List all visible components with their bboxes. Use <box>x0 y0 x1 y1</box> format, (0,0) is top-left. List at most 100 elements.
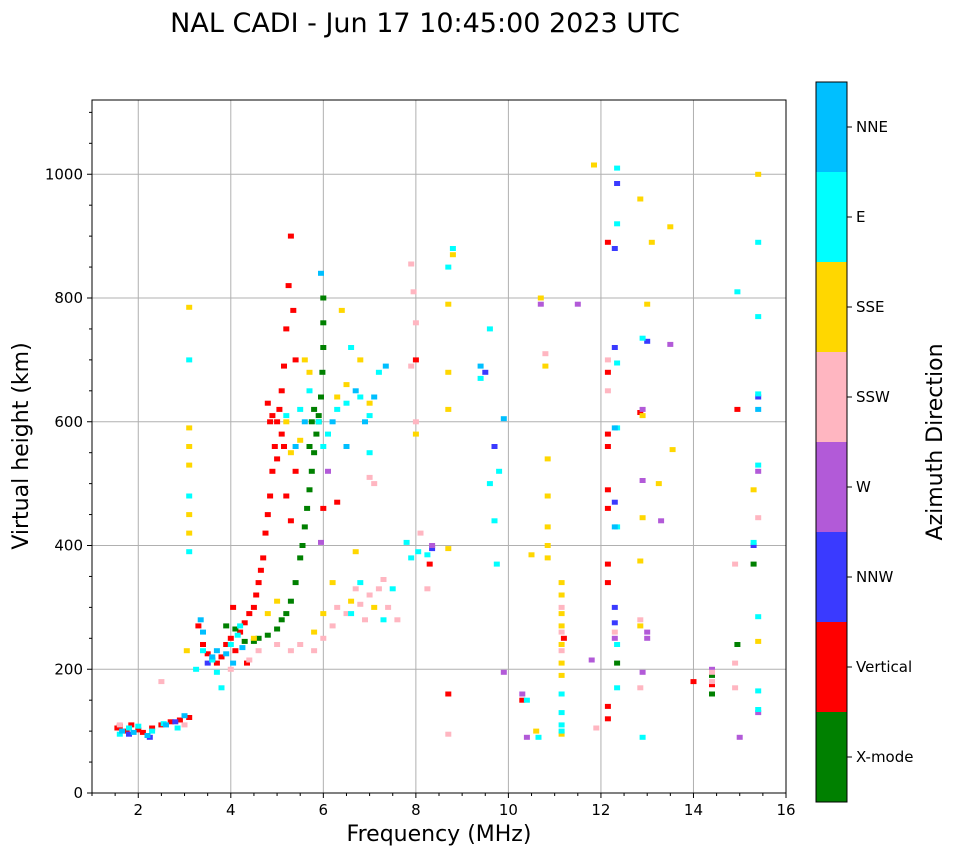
data-point-x-mode <box>241 638 248 644</box>
data-point-nne <box>197 617 204 623</box>
data-point-e <box>424 552 431 558</box>
data-point-sse <box>528 552 535 558</box>
data-point-e <box>639 734 646 740</box>
data-point-w <box>325 468 331 474</box>
data-point-e <box>477 375 484 381</box>
data-point-ssw <box>732 685 739 691</box>
data-point-sse <box>283 419 290 425</box>
data-point-nne <box>119 728 126 734</box>
data-point-sse <box>558 642 565 647</box>
data-point-e <box>523 697 530 703</box>
data-point-sse <box>544 555 551 561</box>
data-point-vertical <box>223 642 230 647</box>
data-point-sse <box>669 447 676 453</box>
data-point-sse <box>287 450 294 456</box>
data-point-e <box>174 725 181 731</box>
data-point-vertical <box>257 567 264 573</box>
x-tick-label: 8 <box>411 801 421 819</box>
data-point-e <box>227 642 234 647</box>
data-point-sse <box>357 357 364 363</box>
data-point-ssw <box>408 363 415 369</box>
data-point-vertical <box>260 555 267 561</box>
data-point-x-mode <box>306 487 313 493</box>
data-point-vertical <box>218 654 225 660</box>
x-tick-label: 6 <box>319 801 329 819</box>
data-point-nne <box>318 270 324 276</box>
data-point-vertical <box>276 406 283 412</box>
data-point-vertical <box>176 717 183 723</box>
data-point-e <box>403 539 410 545</box>
data-point-e <box>209 657 216 663</box>
y-tick-label: 400 <box>54 537 83 555</box>
data-point-ssw <box>158 679 165 685</box>
data-point-vertical <box>204 651 211 657</box>
data-point-e <box>135 723 142 729</box>
data-point-sse <box>533 728 540 734</box>
data-point-x-mode <box>278 617 285 623</box>
y-axis-label: Virtual height (km) <box>9 342 34 549</box>
data-point-nne <box>200 629 206 635</box>
data-point-sse <box>537 295 544 301</box>
data-point-e <box>237 623 244 629</box>
colorbar-swatch <box>816 352 847 442</box>
colorbar: X-mode Vertical NNW W SSW SSE E NNE <box>815 81 913 803</box>
colorbar-tick-label: SSE <box>856 298 885 316</box>
data-point-vertical <box>604 487 611 493</box>
data-point-nnw <box>611 345 618 350</box>
data-point-vertical <box>250 604 257 610</box>
data-point-sse <box>371 604 378 610</box>
data-point-sse <box>306 369 313 375</box>
colorbar-swatch <box>816 82 847 172</box>
data-point-x-mode <box>232 626 239 632</box>
data-point-ssw <box>343 611 350 617</box>
data-point-sse <box>445 301 452 307</box>
x-tick-label: 2 <box>133 801 143 819</box>
data-point-vertical <box>246 611 253 617</box>
y-tick-label: 1000 <box>45 165 83 183</box>
data-point-sse <box>648 239 655 245</box>
data-point-sse <box>558 672 565 678</box>
colorbar-tick-label: SSW <box>856 388 890 406</box>
data-point-x-mode <box>306 444 313 449</box>
data-point-nnw <box>614 181 621 186</box>
data-point-sse <box>544 493 551 499</box>
data-point-vertical <box>519 697 526 703</box>
data-point-e <box>218 685 225 691</box>
data-point-x-mode <box>313 431 320 437</box>
data-point-nne <box>230 660 237 666</box>
data-point-vertical <box>290 307 297 313</box>
data-point-nne <box>611 524 618 530</box>
data-point-ssw <box>637 617 644 623</box>
data-point-sse <box>338 307 345 313</box>
data-point-e <box>734 289 741 295</box>
data-point-w <box>644 629 651 635</box>
data-point-nne <box>371 394 378 400</box>
data-point-vertical <box>426 561 433 567</box>
data-point-ssw <box>408 261 415 267</box>
data-point-ssw <box>311 648 318 654</box>
data-point-ssw <box>375 586 382 592</box>
data-point-nne <box>755 406 762 412</box>
data-point-x-mode <box>320 345 327 350</box>
data-point-x-mode <box>299 543 306 548</box>
data-point-vertical <box>734 406 741 412</box>
data-point-vertical <box>278 388 285 394</box>
data-point-e <box>614 165 621 171</box>
data-point-sse <box>186 425 193 431</box>
data-point-vertical <box>604 444 611 449</box>
colorbar-tick-label: NNE <box>856 118 888 136</box>
data-point-ssw <box>352 586 359 592</box>
data-point-vertical <box>320 505 327 511</box>
data-point-nne <box>209 654 216 660</box>
data-point-vertical <box>445 691 452 697</box>
data-point-e <box>445 264 452 270</box>
data-point-vertical <box>241 620 248 626</box>
data-point-ssw <box>410 289 417 295</box>
data-point-vertical <box>281 363 287 369</box>
data-point-ssw <box>181 722 188 728</box>
data-point-w <box>667 341 674 347</box>
x-tick-label: 10 <box>499 801 518 819</box>
data-point-e <box>325 431 331 437</box>
data-point-e <box>357 394 364 400</box>
data-point-ssw <box>329 623 336 629</box>
